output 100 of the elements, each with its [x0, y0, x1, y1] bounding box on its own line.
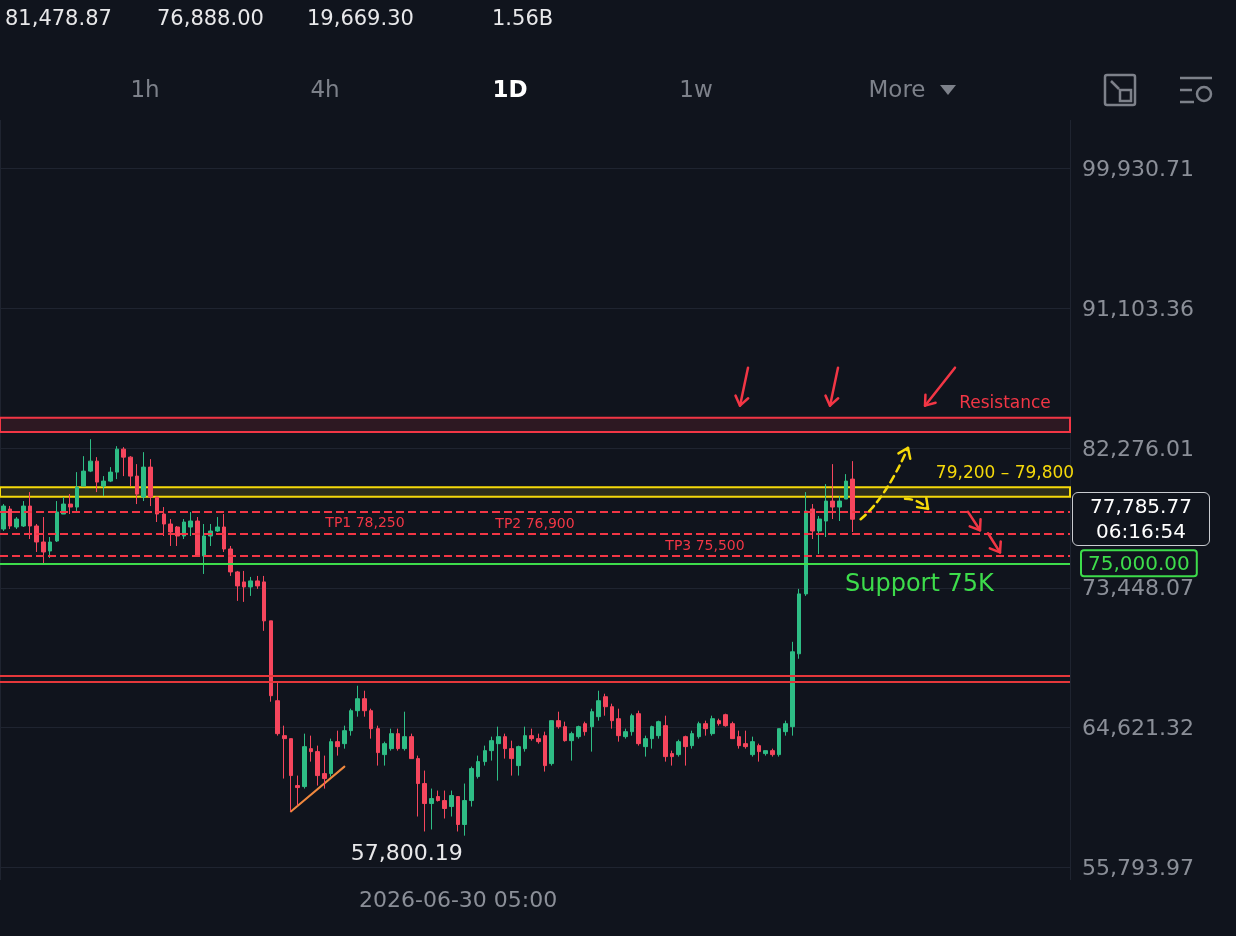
candlestick: [770, 748, 775, 758]
candlestick: [697, 721, 701, 740]
candlestick: [289, 738, 293, 813]
candlestick: [68, 493, 73, 515]
candlestick: [188, 511, 193, 537]
candlestick: [282, 725, 287, 780]
ref-line-label: TP3 75,500: [664, 537, 745, 554]
text: 1.56B: [492, 6, 554, 30]
candlestick: [195, 516, 200, 558]
text: 06:16:54: [1095, 519, 1187, 545]
candlestick: [215, 516, 220, 533]
y-tick-label: 73,448.07: [1082, 575, 1194, 601]
candlestick: [690, 730, 694, 750]
candlestick: [523, 726, 527, 753]
candlestick: [389, 728, 394, 752]
text: 76,888.00: [157, 6, 264, 30]
candlestick: [302, 733, 307, 790]
candlestick: [376, 725, 380, 767]
legend-label: Resistance: [959, 392, 1051, 413]
candlestick: [75, 471, 79, 513]
candlestick: [422, 770, 427, 832]
candlestick: [456, 796, 460, 832]
candlestick: [1, 503, 6, 532]
candlestick: [596, 690, 601, 722]
candlestick: [656, 720, 661, 740]
candlestick: [750, 736, 755, 758]
candlestick: [202, 523, 206, 575]
candlestick: [810, 503, 815, 540]
candlestick: [222, 513, 226, 553]
y-tick-label: 55,793.97: [1082, 854, 1194, 880]
candlestick: [670, 750, 674, 767]
candlestick: [830, 463, 835, 520]
candlestick: [255, 575, 260, 590]
candlestick: [95, 456, 99, 493]
text: 1D: [491, 76, 529, 102]
candlestick: [837, 495, 842, 522]
candlestick: [710, 715, 715, 737]
text: 1h: [129, 76, 161, 102]
candlestick: [683, 735, 688, 767]
candlestick: [382, 741, 387, 767]
candlestick: [783, 720, 788, 737]
candlestick: [349, 708, 353, 737]
candlestick: [569, 731, 574, 762]
candlestick: [28, 491, 32, 540]
candlestick: [516, 745, 521, 777]
candlestick: [41, 516, 46, 565]
candlestick: [703, 720, 708, 737]
candlestick: [442, 790, 447, 819]
candlestick: [790, 641, 795, 737]
candlestick: [262, 575, 266, 632]
candlestick: [322, 755, 327, 790]
text: 19,669.30: [307, 6, 414, 30]
candlestick: [676, 739, 681, 758]
candlestick: [804, 491, 808, 597]
candlestick: [449, 790, 454, 818]
candlestick: [583, 721, 587, 737]
x-tick-label: 2026-06-30 05:00: [358, 886, 558, 912]
candlestick: [242, 570, 246, 603]
candlestick: [610, 703, 614, 730]
annotation: Support 75K: [845, 569, 994, 598]
candlestick: [135, 463, 139, 505]
candlestick: [549, 720, 554, 767]
candlestick: [763, 750, 768, 757]
candlestick: [248, 576, 253, 597]
ref-line-label: TP2 76,900: [494, 515, 575, 532]
candlestick: [603, 693, 608, 717]
candlestick: [295, 775, 300, 807]
candlestick: [148, 458, 153, 507]
candlestick: [630, 713, 634, 737]
candlestick: [590, 708, 594, 753]
candlestick: [168, 518, 173, 547]
candlestick: [309, 735, 313, 763]
candlestick: [469, 766, 474, 808]
candlestick: [21, 500, 26, 528]
candlestick: [162, 506, 166, 537]
candlestick: [275, 681, 280, 737]
text: More: [867, 76, 927, 102]
y-tick-label: 91,103.36: [1082, 295, 1194, 321]
candlestick: [416, 755, 420, 818]
candlestick: [757, 743, 761, 763]
y-tick-label: 99,930.71: [1082, 156, 1194, 182]
candlestick: [8, 505, 12, 530]
candlestick: [128, 455, 133, 487]
candlestick: [743, 730, 748, 750]
candlestick: [436, 790, 440, 803]
candlestick: [817, 515, 822, 555]
candlestick: [797, 588, 801, 660]
candlestick: [777, 728, 781, 758]
candlestick: [824, 483, 828, 538]
candlestick: [115, 445, 119, 480]
candlestick: [496, 726, 501, 782]
candlestick: [315, 745, 320, 787]
candlestick: [643, 735, 648, 758]
candlestick: [737, 730, 741, 750]
candlestick: [269, 620, 273, 703]
candlestick: [121, 446, 126, 477]
y-tick-label: 82,276.01: [1082, 435, 1194, 461]
text: 4h: [309, 76, 341, 102]
candlestick: [175, 525, 180, 547]
candlestick: [396, 728, 400, 752]
